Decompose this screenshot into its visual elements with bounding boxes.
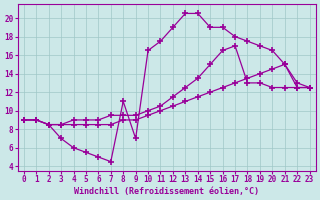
X-axis label: Windchill (Refroidissement éolien,°C): Windchill (Refroidissement éolien,°C)	[74, 187, 259, 196]
